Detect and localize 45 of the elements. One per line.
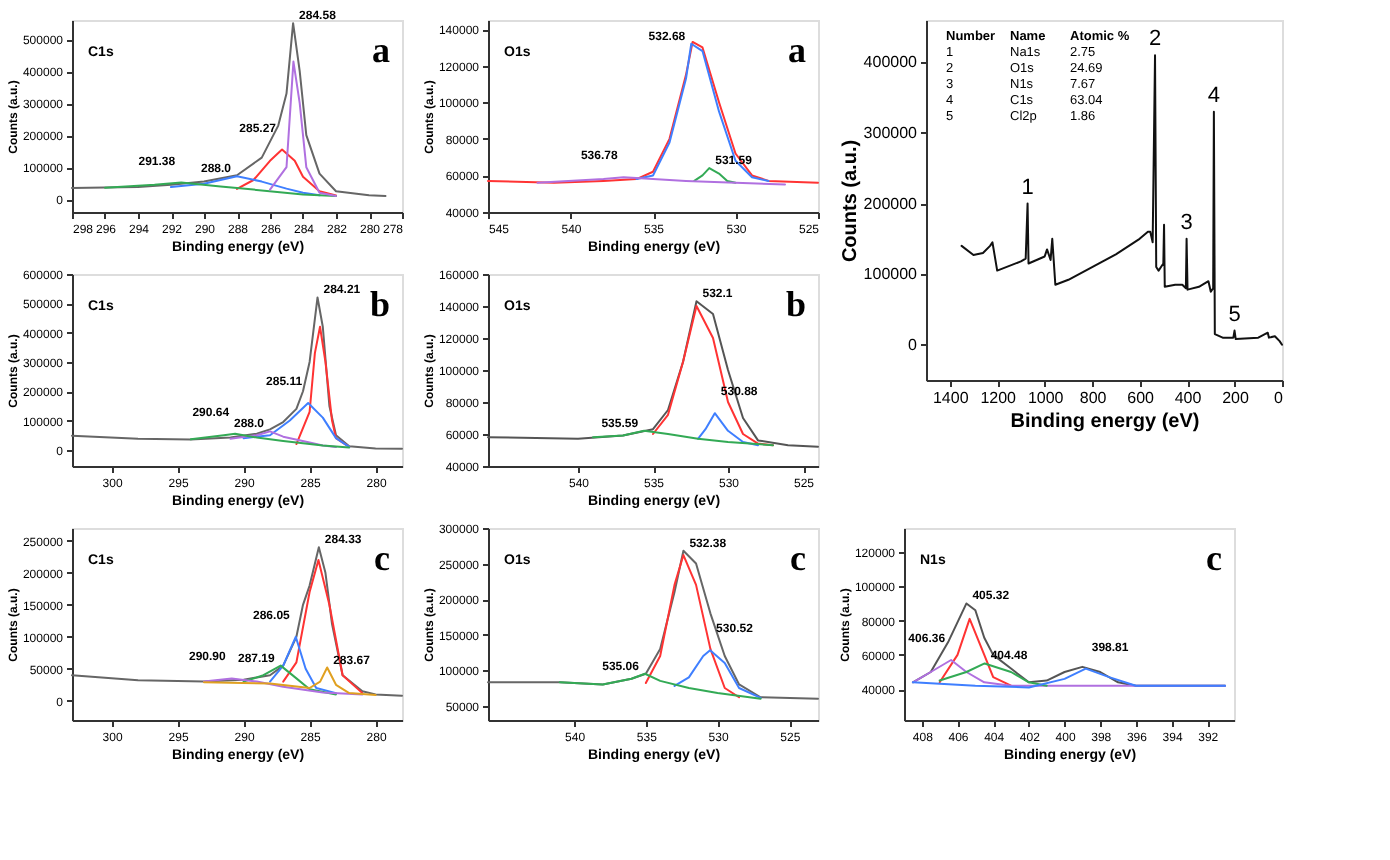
chart-subtitle: a — [372, 30, 390, 70]
line-series — [635, 42, 770, 182]
annotation: 5 — [1228, 302, 1241, 327]
chart-subtitle: c — [374, 538, 390, 578]
line-series — [938, 662, 1048, 687]
chart-subtitle: a — [788, 30, 806, 70]
chart-subtitle: b — [785, 284, 806, 324]
line-series — [911, 667, 1227, 689]
annotation: 1 — [1021, 175, 1034, 200]
annotation: 4 — [1207, 83, 1221, 108]
line-series — [592, 429, 774, 447]
line-series — [673, 649, 762, 699]
x-tick-label: 1400 — [932, 389, 970, 407]
line-series — [71, 22, 387, 197]
annotation: 2 — [1148, 27, 1162, 52]
chart-subtitle: c — [1206, 538, 1222, 578]
x-tick-label: 600 — [1127, 389, 1156, 407]
y-tick-label: 0 — [908, 335, 919, 354]
line-series — [558, 672, 762, 700]
chart-subtitle: b — [369, 284, 390, 324]
y-tick-label: 100000 — [863, 265, 919, 284]
line-series — [104, 181, 337, 197]
annotation: 3 — [1180, 210, 1193, 235]
line-series — [242, 664, 337, 696]
x-tick-label: 0 — [1274, 389, 1285, 407]
line-series — [960, 54, 1283, 346]
x-tick-label: 800 — [1079, 389, 1108, 407]
line-series — [693, 167, 737, 184]
y-tick-label: 400000 — [863, 53, 919, 72]
line-series — [236, 148, 337, 197]
line-series — [697, 412, 759, 447]
x-tick-label: 400 — [1174, 389, 1203, 407]
y-tick-label: 300000 — [863, 123, 919, 142]
x-tick-label: 1000 — [1027, 389, 1065, 407]
line-series — [203, 666, 377, 697]
line-series — [487, 40, 819, 184]
chart-subtitle: c — [790, 538, 806, 578]
line-series — [189, 432, 351, 449]
x-axis-title: Binding energy (eV) — [1010, 411, 1200, 433]
x-tick-label: 200 — [1222, 389, 1250, 407]
x-tick-label: 1200 — [980, 389, 1018, 407]
y-axis-title: Counts (a.u.) — [839, 139, 862, 263]
line-series — [229, 430, 337, 448]
line-series — [71, 546, 403, 697]
y-tick-label: 200000 — [863, 194, 919, 213]
